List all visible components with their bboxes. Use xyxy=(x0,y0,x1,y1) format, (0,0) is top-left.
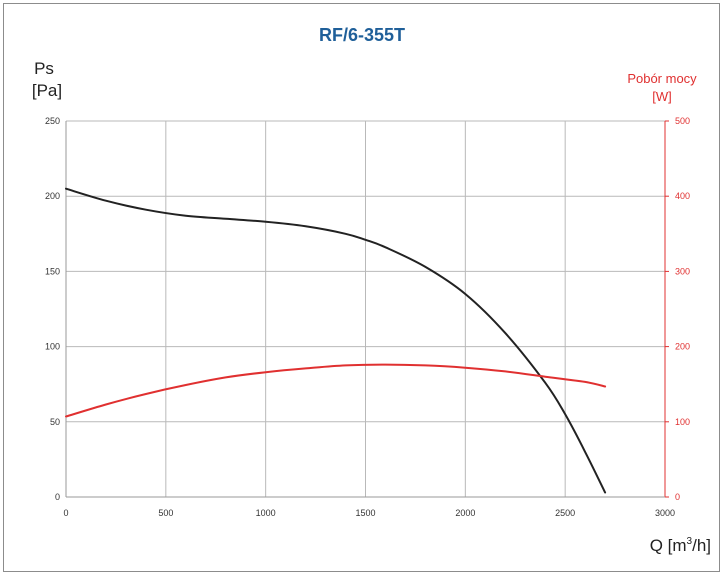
y-right-tick-label: 300 xyxy=(675,266,690,276)
tick-labels: 0 500 1000 1500 2000 2500 30000501001502002500… xyxy=(45,116,690,518)
y-right-tick-label: 100 xyxy=(675,417,690,427)
y-left-tick-label: 150 xyxy=(45,266,60,276)
y-left-tick-label: 250 xyxy=(45,116,60,126)
x-tick-label: 2000 xyxy=(455,508,475,518)
chart-title: RF/6-355T xyxy=(319,25,405,45)
y-left-tick-label: 0 xyxy=(55,492,60,502)
chart-frame xyxy=(3,3,720,572)
x-tick-label: 2500 xyxy=(555,508,575,518)
y-left-tick-label: 50 xyxy=(50,417,60,427)
y-left-tick-label: 100 xyxy=(45,342,60,352)
y-right-tick-label: 200 xyxy=(675,342,690,352)
y-axis-left-label-line1: Ps xyxy=(34,59,54,78)
x-tick-label: 500 xyxy=(158,508,173,518)
grid xyxy=(65,120,666,498)
y-axis-left-label-line2: [Pa] xyxy=(32,81,62,100)
y-right-tick-label: 400 xyxy=(675,191,690,201)
power-curve-line xyxy=(65,363,607,418)
y-left-tick-label: 200 xyxy=(45,191,60,201)
y-axis-right-label-line1: Pobór mocy xyxy=(627,71,697,86)
y-right-tick-label: 500 xyxy=(675,116,690,126)
series-lines xyxy=(65,187,607,494)
x-tick-label: 3000 xyxy=(655,508,675,518)
pressure-curve-line xyxy=(65,187,607,494)
x-tick-label: 0 xyxy=(63,508,68,518)
x-axis-label: Q [m3/h] xyxy=(650,536,711,555)
y-axis-right-label-line2: [W] xyxy=(652,89,672,104)
x-tick-label: 1000 xyxy=(256,508,276,518)
x-tick-label: 1500 xyxy=(355,508,375,518)
y-right-tick-label: 0 xyxy=(675,492,680,502)
